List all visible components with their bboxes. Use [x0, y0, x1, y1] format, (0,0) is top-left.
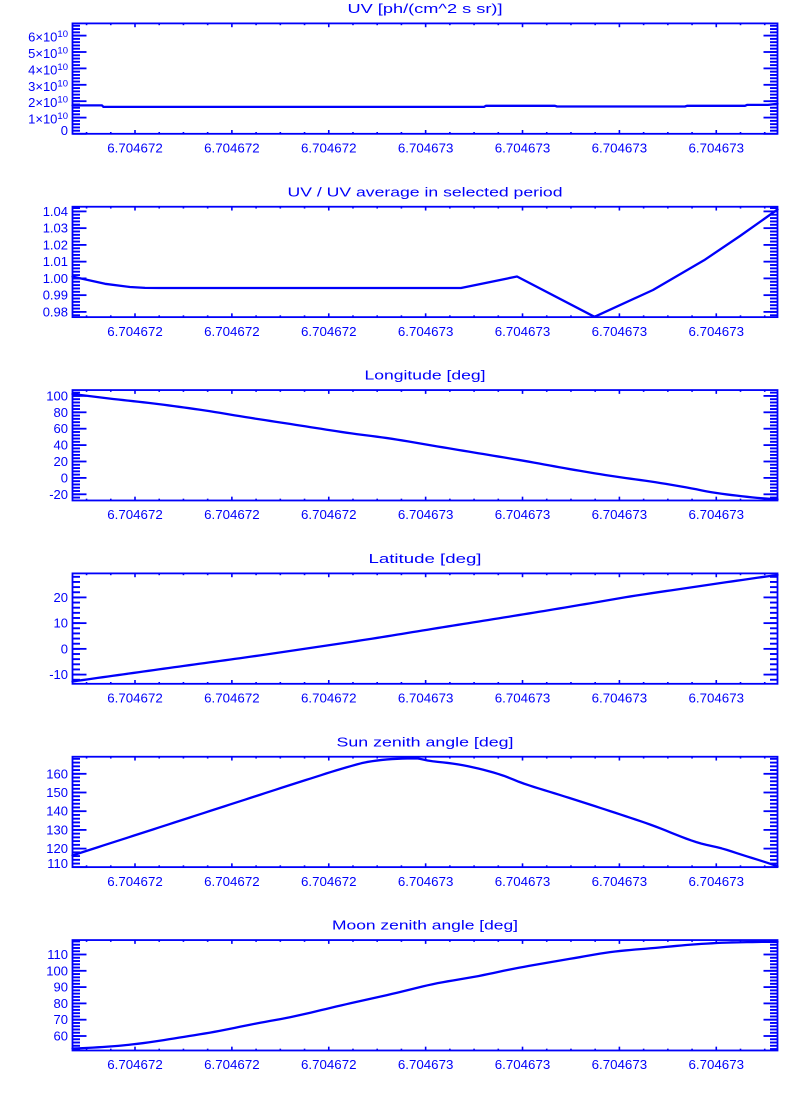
svg-text:6.704672: 6.704672: [204, 1057, 260, 1072]
svg-text:1.03: 1.03: [43, 221, 68, 236]
svg-text:10: 10: [54, 616, 68, 631]
svg-text:160: 160: [46, 766, 68, 781]
svg-text:0.99: 0.99: [43, 288, 68, 303]
svg-text:6.704673: 6.704673: [495, 874, 551, 889]
svg-text:6.704673: 6.704673: [689, 141, 745, 156]
svg-text:6.704672: 6.704672: [204, 324, 260, 339]
svg-text:6.704673: 6.704673: [398, 324, 454, 339]
svg-text:6.704673: 6.704673: [689, 507, 745, 522]
svg-text:6.704673: 6.704673: [689, 874, 745, 889]
svg-text:1.00: 1.00: [43, 271, 68, 286]
svg-text:20: 20: [54, 590, 68, 605]
svg-text:0: 0: [61, 470, 68, 485]
svg-text:6.704673: 6.704673: [495, 1057, 551, 1072]
svg-text:110: 110: [47, 947, 68, 962]
svg-text:6.704672: 6.704672: [301, 141, 357, 156]
svg-text:1.04: 1.04: [43, 204, 68, 219]
svg-text:6.704673: 6.704673: [592, 324, 648, 339]
svg-text:70: 70: [54, 1012, 68, 1027]
svg-text:0.98: 0.98: [43, 304, 68, 319]
svg-text:40: 40: [54, 438, 68, 453]
svg-text:80: 80: [54, 405, 68, 420]
svg-text:130: 130: [46, 822, 68, 837]
svg-text:-10: -10: [49, 667, 68, 682]
svg-text:6.704673: 6.704673: [398, 507, 454, 522]
svg-text:6.704673: 6.704673: [689, 691, 745, 706]
svg-text:UV [ph/(cm^2 s sr)]: UV [ph/(cm^2 s sr)]: [348, 1, 503, 16]
svg-text:6.704673: 6.704673: [592, 141, 648, 156]
svg-text:6.704672: 6.704672: [107, 691, 163, 706]
svg-text:100: 100: [46, 388, 68, 403]
svg-text:6.704672: 6.704672: [301, 324, 357, 339]
svg-text:150: 150: [46, 785, 68, 800]
svg-text:90: 90: [54, 980, 68, 995]
svg-text:6.704673: 6.704673: [398, 874, 454, 889]
svg-text:6.704672: 6.704672: [301, 874, 357, 889]
svg-text:6.704672: 6.704672: [301, 691, 357, 706]
svg-text:6.704673: 6.704673: [592, 691, 648, 706]
svg-text:Sun zenith angle [deg]: Sun zenith angle [deg]: [337, 734, 514, 749]
svg-text:1.02: 1.02: [43, 237, 68, 252]
svg-text:6.704673: 6.704673: [592, 507, 648, 522]
svg-text:6.704673: 6.704673: [689, 1057, 745, 1072]
svg-text:6.704672: 6.704672: [204, 141, 260, 156]
svg-text:110: 110: [47, 856, 68, 871]
svg-text:UV / UV average in selected pe: UV / UV average in selected period: [288, 184, 563, 199]
svg-text:6.704672: 6.704672: [107, 141, 163, 156]
svg-text:6.704673: 6.704673: [398, 141, 454, 156]
svg-text:-20: -20: [49, 487, 68, 502]
svg-text:60: 60: [54, 1029, 68, 1044]
svg-text:6.704673: 6.704673: [495, 507, 551, 522]
svg-text:6.704673: 6.704673: [689, 324, 745, 339]
svg-text:6.704672: 6.704672: [204, 507, 260, 522]
svg-text:6.704672: 6.704672: [204, 691, 260, 706]
svg-text:Latitude [deg]: Latitude [deg]: [369, 551, 482, 566]
svg-text:6.704672: 6.704672: [107, 1057, 163, 1072]
svg-text:60: 60: [54, 421, 68, 436]
svg-text:6.704673: 6.704673: [495, 141, 551, 156]
svg-text:6.704672: 6.704672: [301, 1057, 357, 1072]
svg-text:6.704673: 6.704673: [592, 874, 648, 889]
svg-text:6.704672: 6.704672: [301, 507, 357, 522]
svg-text:1.01: 1.01: [43, 254, 68, 269]
svg-text:6.704673: 6.704673: [398, 691, 454, 706]
svg-text:80: 80: [54, 996, 68, 1011]
svg-text:0: 0: [61, 641, 68, 656]
svg-text:6.704673: 6.704673: [495, 691, 551, 706]
svg-text:140: 140: [46, 804, 68, 819]
svg-text:0: 0: [61, 123, 68, 138]
svg-text:6.704672: 6.704672: [107, 507, 163, 522]
svg-text:6.704673: 6.704673: [495, 324, 551, 339]
svg-text:6.704673: 6.704673: [592, 1057, 648, 1072]
svg-text:6.704673: 6.704673: [398, 1057, 454, 1072]
svg-text:Moon zenith angle [deg]: Moon zenith angle [deg]: [332, 918, 518, 933]
svg-text:6.704672: 6.704672: [107, 874, 163, 889]
svg-text:6.704672: 6.704672: [107, 324, 163, 339]
svg-text:120: 120: [46, 841, 68, 856]
svg-text:6.704672: 6.704672: [204, 874, 260, 889]
svg-text:20: 20: [54, 454, 68, 469]
svg-text:100: 100: [46, 963, 68, 978]
svg-text:Longitude [deg]: Longitude [deg]: [365, 368, 486, 383]
